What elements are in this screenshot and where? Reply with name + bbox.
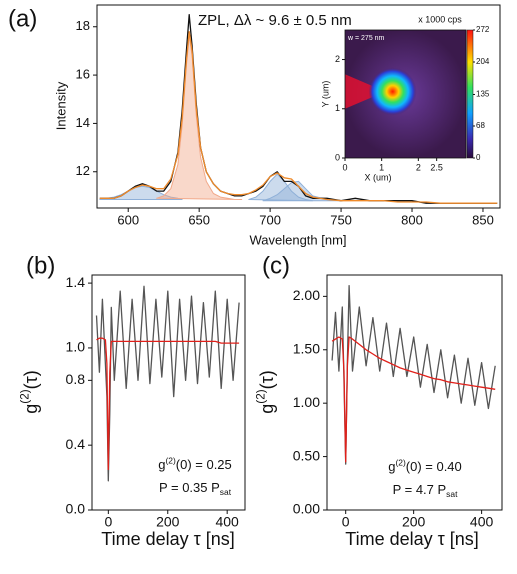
text-part: g [21, 404, 41, 414]
x-axis-label: Wavelength [nm] [249, 232, 346, 247]
y-tick-label: 14 [76, 115, 90, 130]
rest-text: (τ) [21, 370, 41, 389]
panel: 0 200 400 0.0 0.4 0.8 1.0 1.4 (b) Time delay τ [n… [26, 252, 246, 549]
inset-frame [344, 29, 467, 159]
x-tick-label: 600 [117, 212, 139, 227]
text-part: g [388, 459, 395, 474]
y-tick-label: 1.50 [293, 340, 320, 356]
text-part: g [158, 457, 165, 472]
inset-y-tick-label: 1 [335, 103, 340, 113]
text-part: P = 0.35 P [159, 480, 220, 495]
rest-text: (0) = 0.25 [176, 457, 232, 472]
annotation: g(2)(0) = 0.40 [388, 458, 462, 475]
x-tick-label: 650 [188, 212, 210, 227]
series-line [331, 285, 496, 465]
rest-text: (τ) [257, 370, 277, 389]
y-tick-label: 0.8 [66, 371, 86, 387]
y-tick-label: 1.0 [66, 339, 86, 355]
colorbar-tick-label: 204 [476, 57, 490, 66]
inset-note: w = 275 nm [347, 35, 385, 42]
y-tick-label: 1.00 [293, 394, 320, 410]
panel: 0 200 400 0.00 0.50 1.00 1.50 2.00(c) Time delay… [262, 252, 503, 549]
sup-text: (2) [395, 458, 406, 468]
y-tick-label: 0.4 [66, 436, 86, 452]
series-line [99, 30, 498, 204]
x-tick-label: 400 [215, 514, 239, 530]
plot-area [99, 14, 498, 204]
series-line [95, 285, 240, 482]
inset-x-tick-label: 0 [342, 162, 347, 172]
panel-label: (c) [262, 252, 290, 279]
inset-y-tick-label: 2 [335, 54, 340, 64]
x-tick-label: 750 [330, 212, 352, 227]
x-tick-label: 0 [104, 514, 112, 530]
x-axis-label: Time delay τ [ns] [101, 529, 235, 549]
plot-area [95, 285, 240, 482]
axes-frame [91, 274, 246, 511]
panel: 600 650 700 750 800 85012141618(a)Wavelength … [8, 4, 501, 247]
y-axis-label: g(2)(τ) [255, 370, 277, 413]
panel-label: (b) [26, 252, 55, 279]
x-tick-label: 200 [402, 514, 426, 530]
sup-text: (2) [19, 389, 32, 403]
rest-text: (0) = 0.40 [406, 459, 462, 474]
inset-y-label: Y (um) [320, 81, 330, 108]
inset-x-label: X (um) [365, 172, 392, 182]
inset-x-tick-label: 2 [416, 162, 421, 172]
inset-x-tick-label: 1 [379, 162, 384, 172]
sub-text: sat [446, 489, 458, 499]
annotation: P = 0.35 Psat [159, 480, 232, 497]
x-tick-label: 200 [156, 514, 180, 530]
x-axis-label: Time delay τ [ns] [345, 529, 479, 549]
sup-text: (2) [165, 456, 176, 466]
series-line [156, 35, 243, 200]
y-tick-label: 16 [76, 67, 90, 82]
inset-unit: x 1000 cps [418, 14, 462, 24]
y-axis-label: Intensity [53, 81, 68, 130]
x-tick-label: 0 [342, 514, 350, 530]
panel-label: (a) [8, 5, 37, 32]
plot-area [331, 285, 496, 465]
x-tick-label: 800 [401, 212, 423, 227]
colorbar-tick-label: 0 [476, 153, 481, 162]
series-line [331, 336, 496, 463]
y-tick-label: 0.50 [293, 447, 320, 463]
text-part: g [257, 404, 277, 414]
y-tick-label: 18 [76, 18, 90, 33]
y-tick-label: 1.4 [66, 274, 86, 290]
inset: 0 1 2 2.5 0 1 2 X (um) Y (um) w = 275 nm x 1000 cp… [320, 14, 490, 182]
sup-text: (2) [255, 389, 268, 403]
colorbar [466, 29, 474, 159]
heatmap-wedge [345, 74, 386, 109]
axes-frame [326, 274, 503, 511]
colorbar-tick-label: 68 [476, 121, 485, 130]
x-tick-label: 700 [259, 212, 281, 227]
heatmap-spot [368, 67, 417, 116]
chart-title: ZPL, Δλ ~ 9.6 ± 0.5 nm [198, 12, 352, 29]
series-line [96, 337, 240, 471]
colorbar-tick-label: 135 [476, 90, 490, 99]
y-tick-label: 12 [76, 163, 90, 178]
colorbar-tick-label: 272 [476, 25, 490, 34]
inset-x-tick-label: 2.5 [430, 162, 443, 172]
y-tick-label: 0.00 [293, 501, 320, 517]
annotation: P = 4.7 Psat [393, 482, 459, 499]
annotation: g(2)(0) = 0.25 [158, 456, 232, 473]
y-tick-label: 0.0 [66, 501, 86, 517]
text-part: P = 4.7 P [393, 482, 447, 497]
axes-frame [96, 4, 501, 209]
sub-text: sat [220, 487, 232, 497]
y-tick-label: 2.00 [293, 287, 320, 303]
x-tick-label: 400 [470, 514, 494, 530]
y-axis-label: g(2)(τ) [19, 370, 41, 413]
inset-y-tick-label: 0 [335, 152, 340, 162]
x-tick-label: 850 [472, 212, 494, 227]
